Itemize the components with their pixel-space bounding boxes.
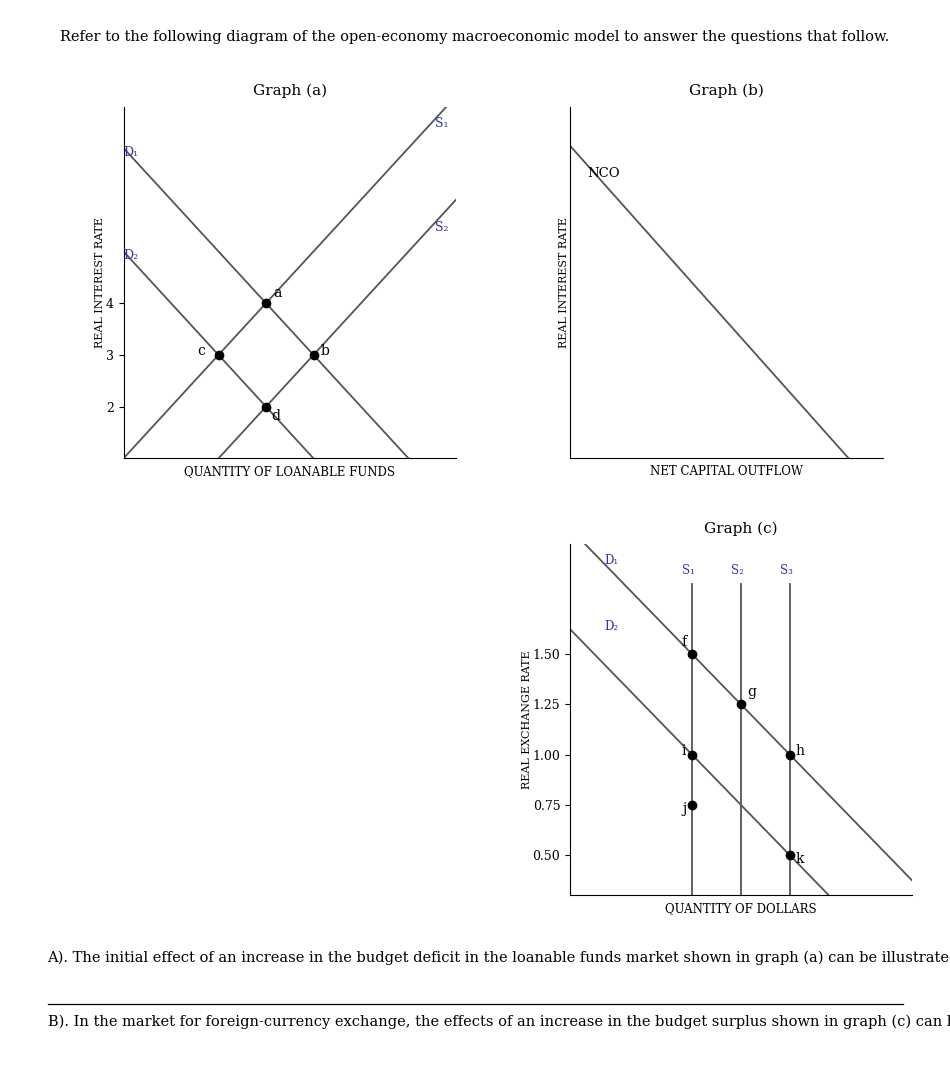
Text: S₁: S₁ [682,564,695,577]
Text: k: k [796,853,805,867]
Text: B). In the market for foreign-currency exchange, the effects of an increase in t: B). In the market for foreign-currency e… [48,1015,950,1029]
Text: b: b [320,344,330,358]
Text: D₁: D₁ [124,146,139,159]
Text: D₂: D₂ [604,620,618,633]
Text: S₃: S₃ [780,564,793,577]
Text: D₂: D₂ [124,249,139,262]
X-axis label: NET CAPITAL OUTFLOW: NET CAPITAL OUTFLOW [650,466,804,479]
Text: d: d [271,408,279,422]
Text: S₂: S₂ [732,564,744,577]
Y-axis label: REAL INTEREST RATE: REAL INTEREST RATE [560,217,569,348]
Text: D₁: D₁ [604,553,618,567]
Text: i: i [682,744,686,758]
Text: NCO: NCO [587,167,620,180]
Text: S₂: S₂ [435,221,448,233]
Text: a: a [274,286,281,300]
Text: f: f [681,635,686,649]
Text: S₁: S₁ [435,117,448,130]
Text: A). The initial effect of an increase in the budget deficit in the loanable fund: A). The initial effect of an increase in… [48,951,950,965]
X-axis label: QUANTITY OF LOANABLE FUNDS: QUANTITY OF LOANABLE FUNDS [184,466,395,479]
Text: g: g [747,685,756,699]
Title: Graph (a): Graph (a) [253,84,327,98]
Y-axis label: REAL EXCHANGE RATE: REAL EXCHANGE RATE [522,650,532,789]
X-axis label: QUANTITY OF DOLLARS: QUANTITY OF DOLLARS [665,903,817,916]
Text: j: j [682,802,686,815]
Title: Graph (c): Graph (c) [704,521,778,535]
Y-axis label: REAL INTEREST RATE: REAL INTEREST RATE [95,217,105,348]
Text: h: h [796,744,805,758]
Title: Graph (b): Graph (b) [690,84,764,98]
Text: c: c [198,344,205,358]
Text: Refer to the following diagram of the open-economy macroeconomic model to answer: Refer to the following diagram of the op… [60,30,890,44]
